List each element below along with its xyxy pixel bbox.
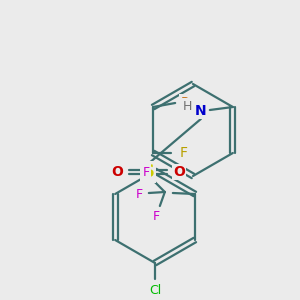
- Text: H: H: [183, 100, 193, 112]
- Text: F: F: [152, 209, 159, 223]
- Text: F: F: [179, 146, 187, 160]
- Text: Br: Br: [180, 95, 194, 109]
- Text: O: O: [173, 165, 185, 179]
- Text: F: F: [135, 188, 142, 200]
- Text: S: S: [142, 163, 154, 181]
- Text: N: N: [195, 104, 207, 118]
- Text: O: O: [111, 165, 123, 179]
- Text: F: F: [142, 166, 149, 178]
- Text: Cl: Cl: [149, 284, 161, 296]
